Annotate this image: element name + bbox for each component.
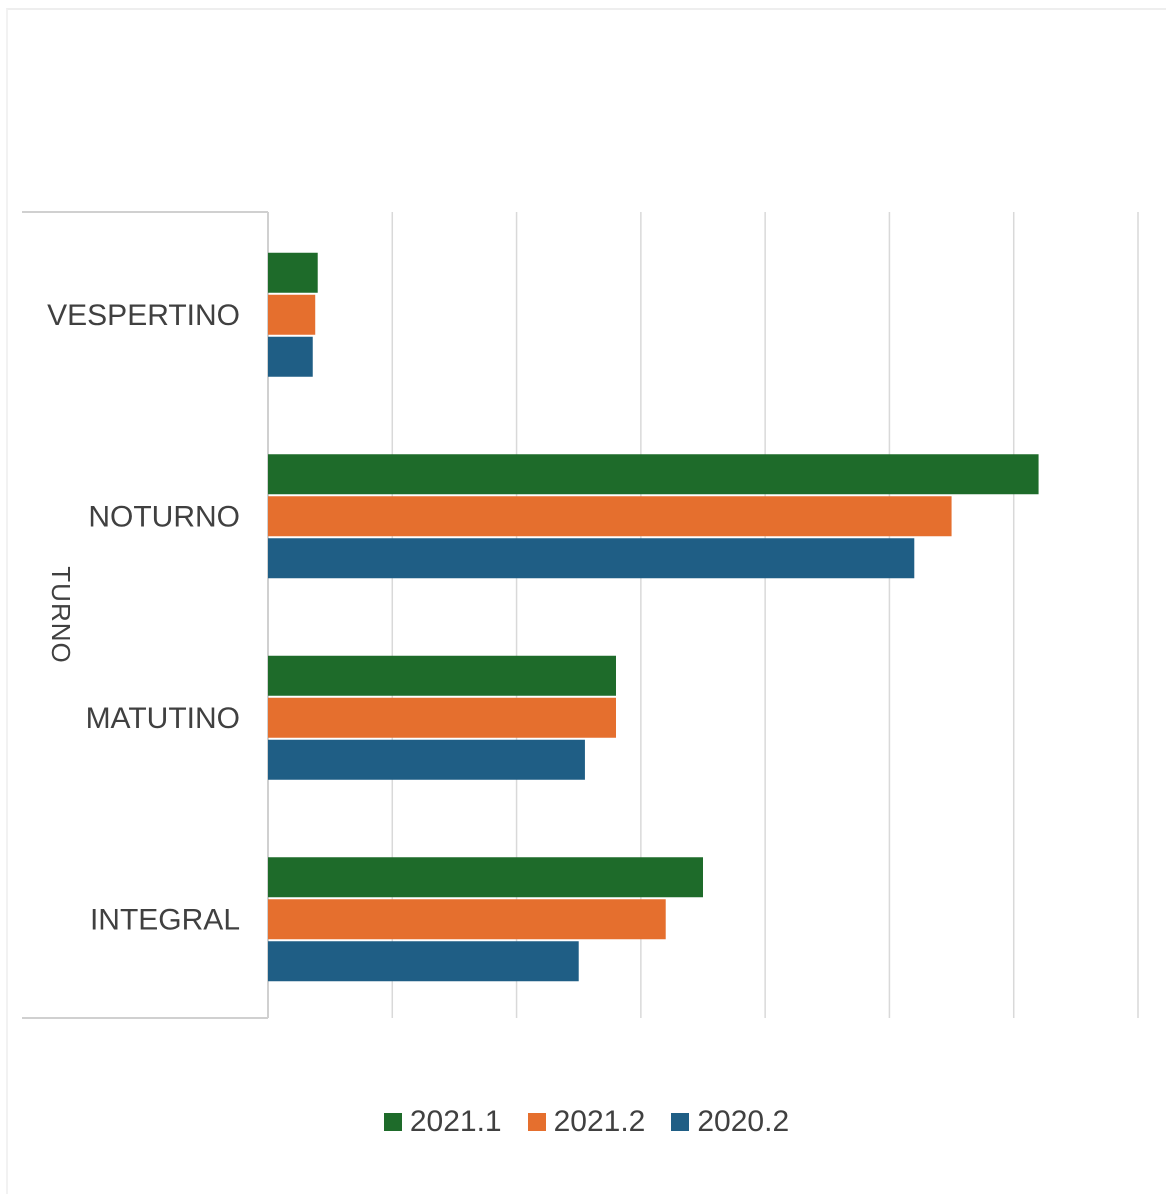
- bar-integral-2021-2: [268, 899, 666, 940]
- bar-matutino-2021-2: [268, 697, 616, 738]
- category-label-vespertino: VESPERTINO: [47, 299, 240, 332]
- legend-swatch: [671, 1113, 690, 1131]
- legend-item-2020-2: 2020.2: [671, 1105, 789, 1139]
- bar-integral-2021-1: [268, 857, 703, 898]
- bar-vespertino-2021-2: [268, 294, 316, 335]
- bar-matutino-2020-2: [268, 739, 585, 780]
- bar-noturno-2021-1: [268, 454, 1039, 495]
- category-label-integral: INTEGRAL: [90, 903, 240, 936]
- category-label-matutino: MATUTINO: [86, 702, 240, 735]
- legend: 2021.1 2021.2 2020.2: [0, 1105, 1173, 1139]
- bar-noturno-2020-2: [268, 538, 915, 579]
- bar-vespertino-2021-1: [268, 252, 318, 293]
- bar-noturno-2021-2: [268, 496, 952, 537]
- chart-frame: [6, 8, 1166, 1194]
- bar-vespertino-2020-2: [268, 336, 313, 377]
- category-labels: VESPERTINO NOTURNO MATUTINO INTEGRAL: [47, 299, 240, 937]
- legend-label: 2020.2: [697, 1105, 790, 1138]
- bar-matutino-2021-1: [268, 655, 616, 696]
- legend-item-2021-1: 2021.1: [383, 1105, 502, 1139]
- legend-swatch: [527, 1113, 546, 1131]
- legend-swatch: [383, 1113, 402, 1131]
- legend-label: 2021.2: [553, 1105, 646, 1138]
- y-axis-title: TURNO: [46, 566, 76, 663]
- bar-integral-2020-2: [268, 941, 579, 982]
- bars: [268, 252, 1039, 982]
- legend-label: 2021.1: [409, 1105, 502, 1138]
- legend-item-2021-2: 2021.2: [527, 1105, 646, 1139]
- category-label-noturno: NOTURNO: [88, 500, 240, 533]
